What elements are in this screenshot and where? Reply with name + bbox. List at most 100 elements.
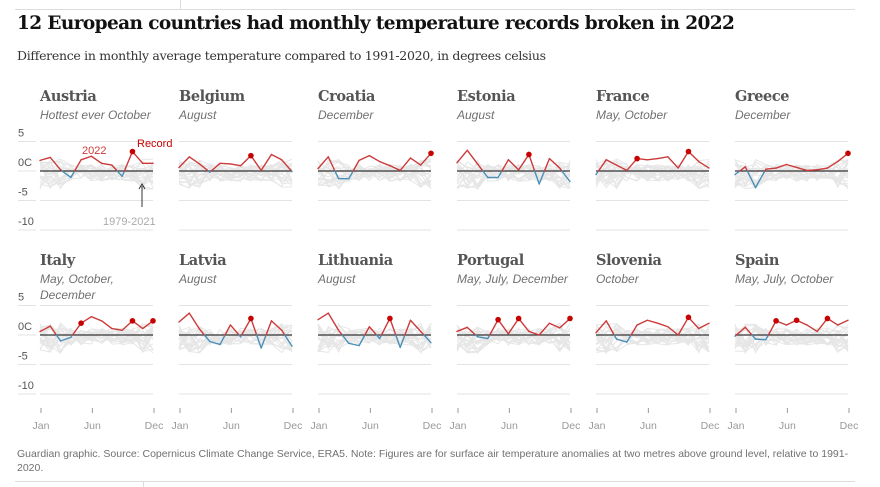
historical-line — [39, 164, 154, 188]
panel-title: Austria — [40, 88, 97, 105]
series-2022-segment — [260, 153, 273, 172]
y-tick-label: 5 — [18, 292, 24, 304]
series-2022-segment — [734, 170, 741, 176]
series-2022-segment — [111, 327, 123, 331]
series-2022-segment — [409, 319, 422, 333]
top-rule — [15, 9, 855, 10]
series-2022-segment — [543, 157, 551, 172]
historical-line — [317, 160, 432, 178]
panel-chart-latvia: Jan Jun Dec — [172, 305, 302, 432]
series-2022-segment — [178, 312, 190, 323]
series-2022-segment — [806, 169, 818, 172]
historical-line — [456, 162, 571, 185]
series-2022-segment — [667, 326, 679, 336]
series-2022-segment — [209, 340, 221, 346]
series-2022-segment — [517, 153, 530, 171]
historical-line — [595, 160, 710, 190]
historical-line — [178, 162, 293, 182]
x-tick-label: Dec — [145, 420, 164, 432]
series-2022-segment — [90, 316, 103, 322]
record-point — [495, 316, 501, 323]
series-2022-segment — [826, 160, 839, 169]
historical-line — [178, 165, 293, 186]
series-2022-segment — [255, 334, 262, 349]
record-point — [248, 315, 254, 322]
series-2022-segment — [806, 324, 818, 333]
series-2022-segment — [754, 170, 766, 189]
series-2022-segment — [358, 334, 366, 347]
series-2022-segment — [423, 334, 432, 344]
series-2022-segment — [229, 324, 240, 336]
panel-record-months: December — [735, 108, 791, 122]
series-2022-segment — [497, 318, 510, 335]
series-2022-segment — [677, 150, 690, 169]
series-2022-segment — [281, 159, 293, 172]
record-point — [845, 150, 851, 157]
series-2022-segment — [399, 157, 412, 172]
series-2022-segment — [348, 342, 360, 347]
x-tick-label: Jun — [84, 420, 101, 432]
x-tick-label: Dec — [423, 420, 442, 432]
series-2022-segment — [507, 159, 520, 171]
series-2022-segment — [595, 320, 607, 334]
series-2022-segment — [368, 326, 378, 336]
historical-line — [317, 164, 432, 187]
series-2022-segment — [210, 162, 221, 172]
series-2022-segment — [203, 334, 211, 343]
x-tick-label: Jun — [223, 420, 240, 432]
record-point — [824, 315, 831, 322]
series-2022-segment — [49, 156, 62, 171]
historical-line — [595, 164, 710, 184]
y-tick-label: -10 — [18, 216, 34, 228]
series-2022-segment — [785, 163, 798, 169]
series-2022-segment — [364, 326, 371, 336]
series-2022-segment — [188, 156, 201, 165]
historical-line — [39, 323, 154, 349]
series-2022-segment — [735, 326, 746, 336]
record-point — [515, 315, 522, 322]
panel-record-months: December — [318, 108, 374, 122]
series-2022-segment — [420, 330, 425, 336]
x-tick-label: Jan — [728, 420, 745, 432]
annotation-record: Record — [137, 138, 172, 150]
series-2022-segment — [198, 328, 206, 336]
series-2022-segment — [73, 159, 82, 172]
series-2022-segment — [646, 319, 659, 324]
series-2022-segment — [615, 338, 628, 343]
historical-line — [734, 163, 849, 182]
series-2022-segment — [456, 326, 468, 333]
panel-chart-greece — [734, 141, 851, 231]
series-2022-segment — [116, 170, 123, 178]
series-2022-segment — [476, 163, 484, 172]
x-tick-label: Jan — [450, 420, 467, 432]
annotation-2022: 2022 — [82, 145, 106, 157]
historical-line — [456, 329, 571, 350]
series-2022-segment — [55, 334, 62, 342]
series-2022-segment — [561, 170, 571, 183]
source-note: Guardian graphic. Source: Copernicus Cli… — [17, 448, 849, 474]
historical-line — [595, 323, 710, 353]
series-2022-segment — [121, 170, 126, 178]
x-tick-label: Jan — [311, 420, 328, 432]
series-2022-segment — [334, 170, 340, 180]
panel-title: Slovenia — [596, 252, 662, 269]
series-2022-segment — [489, 318, 499, 336]
x-tick-label: Jan — [172, 420, 189, 432]
x-tick-label: Jun — [501, 420, 518, 432]
series-2022-segment — [270, 153, 283, 161]
historical-line — [178, 330, 293, 350]
series-2022-segment — [240, 317, 252, 336]
record-point — [634, 155, 640, 162]
historical-line — [39, 328, 154, 343]
series-2022-segment — [656, 322, 669, 328]
historical-line — [178, 323, 293, 353]
series-2022-segment — [39, 325, 51, 333]
series-2022-segment — [775, 163, 788, 169]
record-point — [248, 152, 254, 159]
series-2022-segment — [219, 334, 226, 346]
series-2022-segment — [90, 155, 103, 165]
series-2022-segment — [605, 320, 615, 336]
panel-title: France — [596, 88, 650, 105]
series-2022-segment — [399, 334, 406, 349]
series-2022-segment — [605, 159, 618, 166]
